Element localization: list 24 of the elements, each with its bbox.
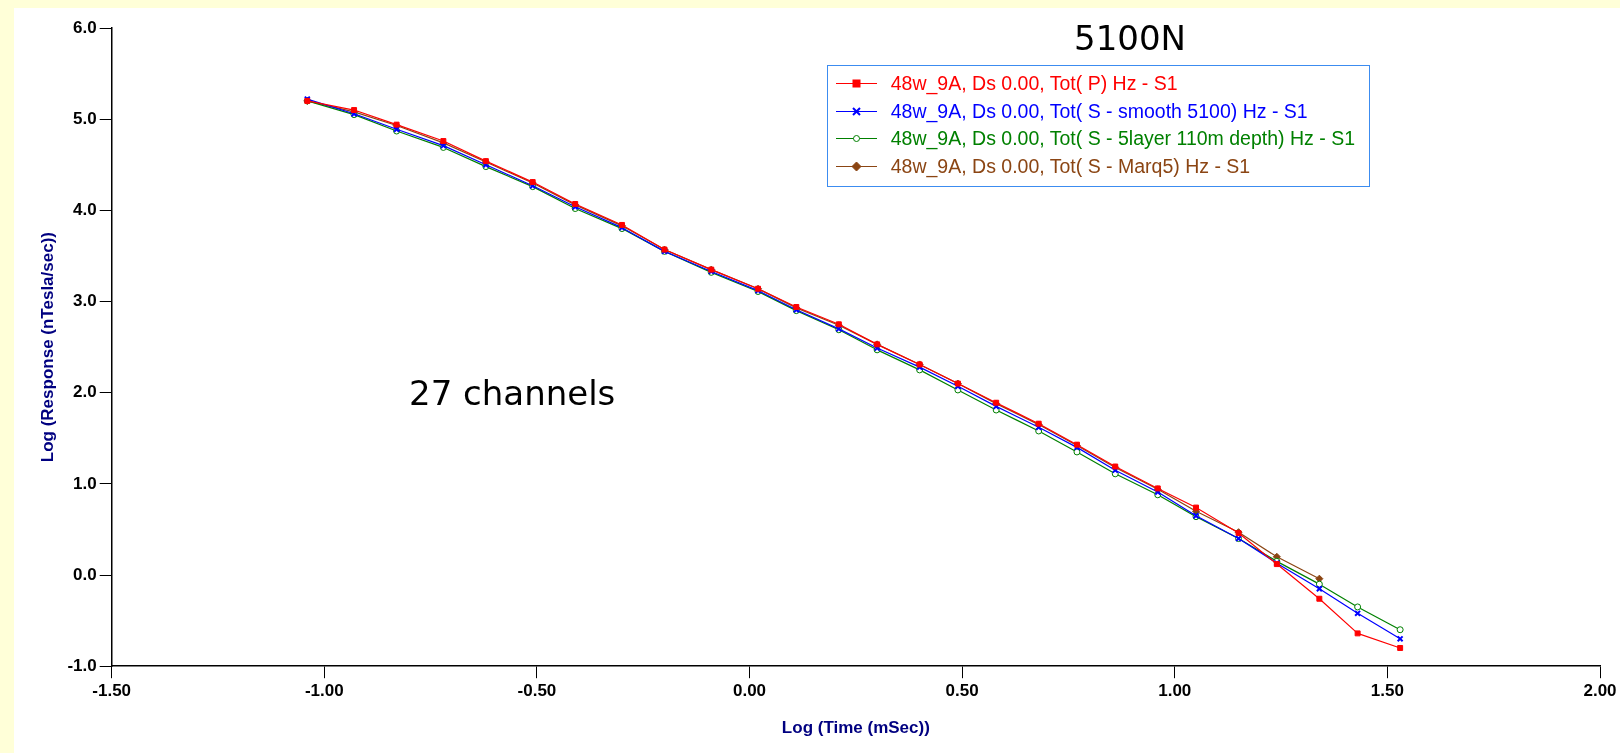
y-tick-label: 4.0: [73, 200, 97, 220]
x-tick-label: 1.50: [1370, 681, 1404, 701]
y-tick-label: 1.0: [73, 473, 97, 493]
y-tick-label: 2.0: [73, 382, 97, 402]
legend-label: 48w_9A, Ds 0.00, Tot( P) Hz - S1: [890, 72, 1178, 96]
legend-label: 48w_9A, Ds 0.00, Tot( S - smooth 5100) Hz - S1: [890, 99, 1308, 123]
y-tick-label: 3.0: [73, 291, 97, 311]
x-tick-label: -0.50: [517, 681, 557, 701]
x-tick-label: -1.00: [304, 681, 344, 701]
x-tick-label: 1.00: [1158, 681, 1192, 701]
legend-label: 48w_9A, Ds 0.00, Tot( S - 5layer 110m depth) Hz - S1: [890, 127, 1355, 151]
x-tick-label: 2.00: [1583, 681, 1617, 701]
y-tick-label: -1.0: [67, 655, 97, 675]
y-tick-label: 0.0: [73, 564, 97, 584]
annotation: 27 channels: [409, 373, 616, 413]
y-tick-label: 6.0: [73, 17, 97, 37]
x-axis-title: Log (Time (mSec)): [781, 718, 930, 738]
legend-label: 48w_9A, Ds 0.00, Tot( S - Marq5) Hz - S1: [890, 154, 1251, 178]
y-tick-label: 5.0: [73, 108, 97, 128]
x-tick-label: 0.50: [945, 681, 979, 701]
x-tick-label: 0.00: [732, 681, 767, 701]
x-tick-label: -1.50: [92, 681, 132, 701]
chart-title: 5100N: [1074, 18, 1186, 58]
y-axis-title: Log (Response (nTesla/sec)): [37, 232, 57, 463]
